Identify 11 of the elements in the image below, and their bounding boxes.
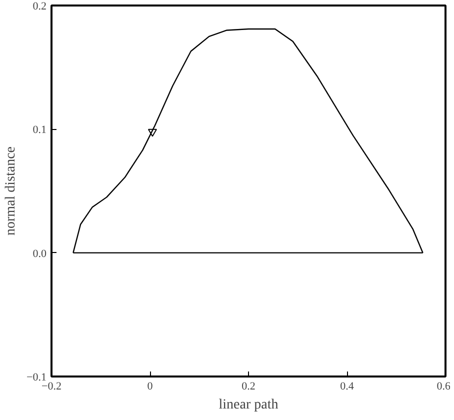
y-tick-label: 0.1 — [32, 124, 46, 136]
y-tick-label: 0.2 — [32, 0, 46, 12]
x-axis-title: linear path — [218, 398, 278, 412]
y-tick-label: 0.0 — [32, 248, 47, 260]
x-tick-label: −0.2 — [42, 380, 62, 392]
x-tick-label: 0.4 — [340, 380, 354, 392]
x-tick-label: 0.6 — [436, 380, 451, 392]
y-axis-title: normal distance — [4, 146, 19, 236]
x-tick-label: 0.2 — [242, 380, 256, 392]
y-tick-label: −0.1 — [26, 372, 47, 384]
x-tick-label: 0 — [147, 380, 154, 392]
